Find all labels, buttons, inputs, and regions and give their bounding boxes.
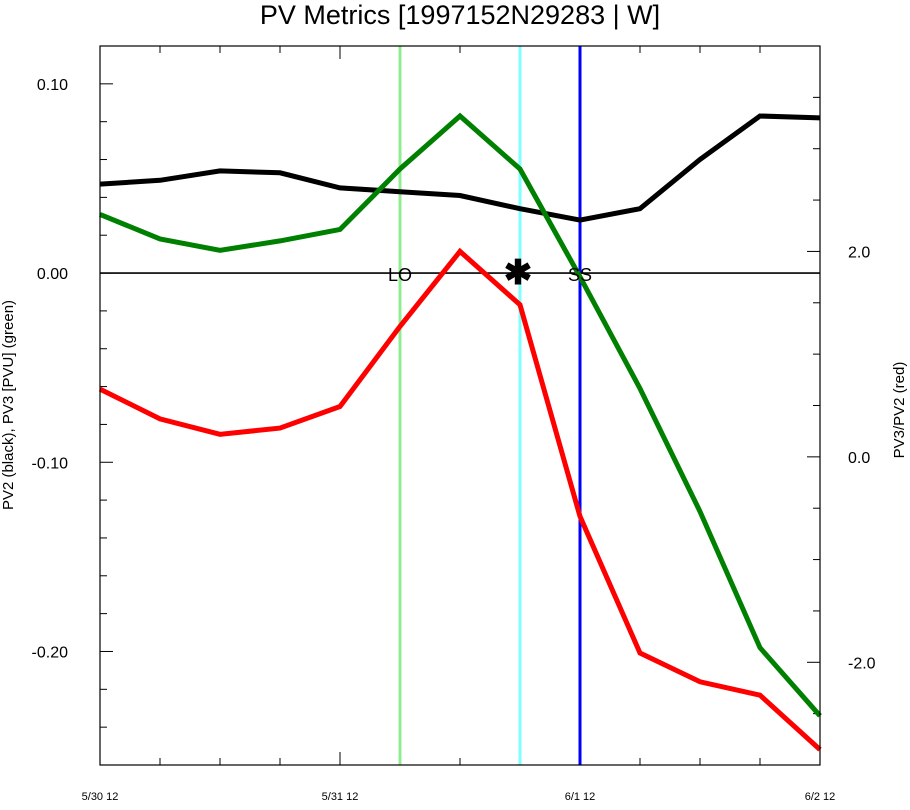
event-marker-label: LO bbox=[388, 265, 412, 285]
series-line bbox=[98, 247, 822, 752]
y-axis-right-label: PV3/PV2 (red) bbox=[891, 362, 908, 459]
y-right-tick-label: 0.0 bbox=[848, 450, 870, 467]
x-tick-label: 6/2 12 bbox=[805, 791, 836, 803]
event-marker-label: SS bbox=[568, 265, 592, 285]
y-right-tick-label: 2.0 bbox=[848, 244, 870, 261]
y-left-tick-label: -0.10 bbox=[32, 455, 69, 472]
chart-title: PV Metrics [1997152N29283 | W] bbox=[260, 0, 660, 30]
y-axis-left-label: PV2 (black), PV3 [PVU] (green) bbox=[0, 300, 17, 510]
x-tick-label: 5/30 12 bbox=[82, 791, 119, 803]
y-left-tick-label: -0.20 bbox=[32, 644, 69, 661]
star-symbol: ✱ bbox=[504, 254, 533, 292]
plot-frame bbox=[99, 45, 821, 766]
x-tick-label: 5/31 12 bbox=[322, 791, 359, 803]
y-right-tick-label: -2.0 bbox=[848, 655, 876, 672]
x-tick-label: 6/1 12 bbox=[565, 791, 596, 803]
event-markers bbox=[398, 46, 582, 765]
series-lines bbox=[98, 112, 822, 752]
series-line bbox=[99, 113, 821, 223]
tick-labels: 5/30 12 5/31 12 6/1 12 6/2 12 0.10 0.00 -0.10 -… bbox=[32, 77, 876, 803]
series-line bbox=[99, 112, 822, 718]
y-left-tick-label: 0.00 bbox=[37, 266, 68, 283]
y-left-tick-label: 0.10 bbox=[37, 77, 68, 94]
marker-labels: LO SS ✱ bbox=[388, 254, 592, 292]
